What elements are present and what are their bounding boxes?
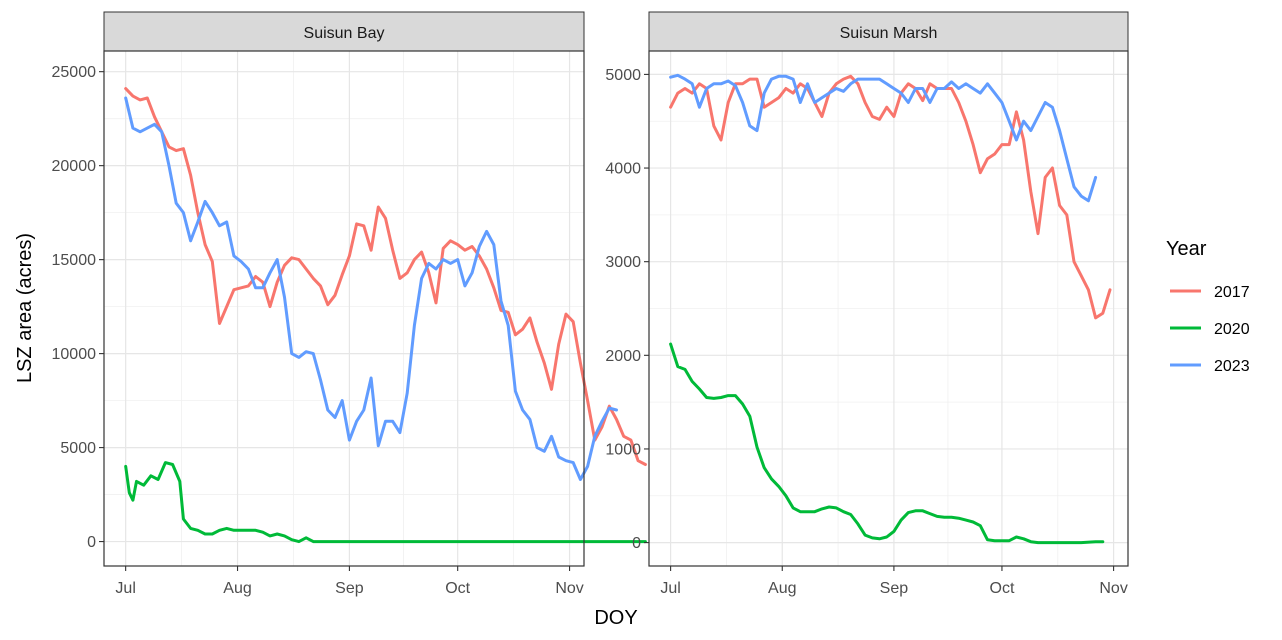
plot-area: [104, 51, 584, 566]
strip-background: [648, 11, 1129, 52]
y-tick-label: 1000: [605, 441, 641, 458]
series-line-2020: [669, 342, 1105, 545]
x-tick-label: Jul: [115, 580, 135, 597]
y-tick-label: 20000: [52, 158, 97, 175]
series-lines: [124, 87, 647, 544]
y-axis: 0 5000 10000 15000 20000 25000: [52, 64, 104, 551]
y-tick-label: 10000: [52, 346, 97, 363]
panel-title: Suisun Marsh: [840, 25, 938, 42]
series-line-2017: [669, 74, 1112, 320]
x-tick-label: Oct: [990, 580, 1015, 597]
legend: Year 2017 2020 2023: [1166, 238, 1250, 375]
plot-border: [648, 50, 1129, 567]
panel-suisun-marsh: Suisun Marsh 0 1000 2000 3000 4000 5000 Jul Au…: [605, 11, 1129, 597]
y-tick-label: 2000: [605, 348, 641, 365]
x-tick-label: Oct: [445, 580, 470, 597]
x-axis: Jul Aug Sep Oct Nov: [660, 566, 1128, 597]
x-tick-label: Sep: [335, 580, 364, 597]
legend-label: 2020: [1214, 321, 1250, 338]
x-axis: Jul Aug Sep Oct Nov: [115, 566, 584, 597]
strip-background: [103, 11, 585, 52]
y-tick-label: 0: [87, 534, 96, 551]
series-line-2020: [124, 461, 647, 544]
y-tick-label: 3000: [605, 254, 641, 271]
panel-title: Suisun Bay: [304, 25, 385, 42]
y-tick-label: 15000: [52, 252, 97, 269]
legend-items: 2017 2020 2023: [1170, 284, 1250, 375]
y-tick-label: 4000: [605, 161, 641, 178]
series-line-2017: [124, 87, 647, 466]
series-lines: [669, 73, 1112, 545]
y-tick-label: 5000: [60, 440, 96, 457]
series-line-2023: [124, 96, 618, 481]
gridlines: [649, 51, 1128, 566]
y-axis-title: LSZ area (acres): [14, 233, 36, 383]
legend-title: Year: [1166, 238, 1207, 260]
y-tick-label: 25000: [52, 64, 97, 81]
plot-border: [103, 50, 585, 567]
x-tick-label: Nov: [1099, 580, 1127, 597]
y-tick-label: 5000: [605, 67, 641, 84]
y-axis: 0 1000 2000 3000 4000 5000: [605, 67, 649, 552]
legend-label: 2023: [1214, 358, 1250, 375]
x-tick-label: Aug: [768, 580, 796, 597]
x-tick-label: Jul: [660, 580, 680, 597]
y-tick-label: 0: [632, 535, 641, 552]
x-tick-label: Sep: [880, 580, 909, 597]
x-axis-title: DOY: [594, 607, 637, 629]
legend-label: 2017: [1214, 284, 1250, 301]
x-tick-label: Nov: [555, 580, 583, 597]
series-line-2023: [669, 73, 1098, 203]
x-tick-label: Aug: [223, 580, 251, 597]
